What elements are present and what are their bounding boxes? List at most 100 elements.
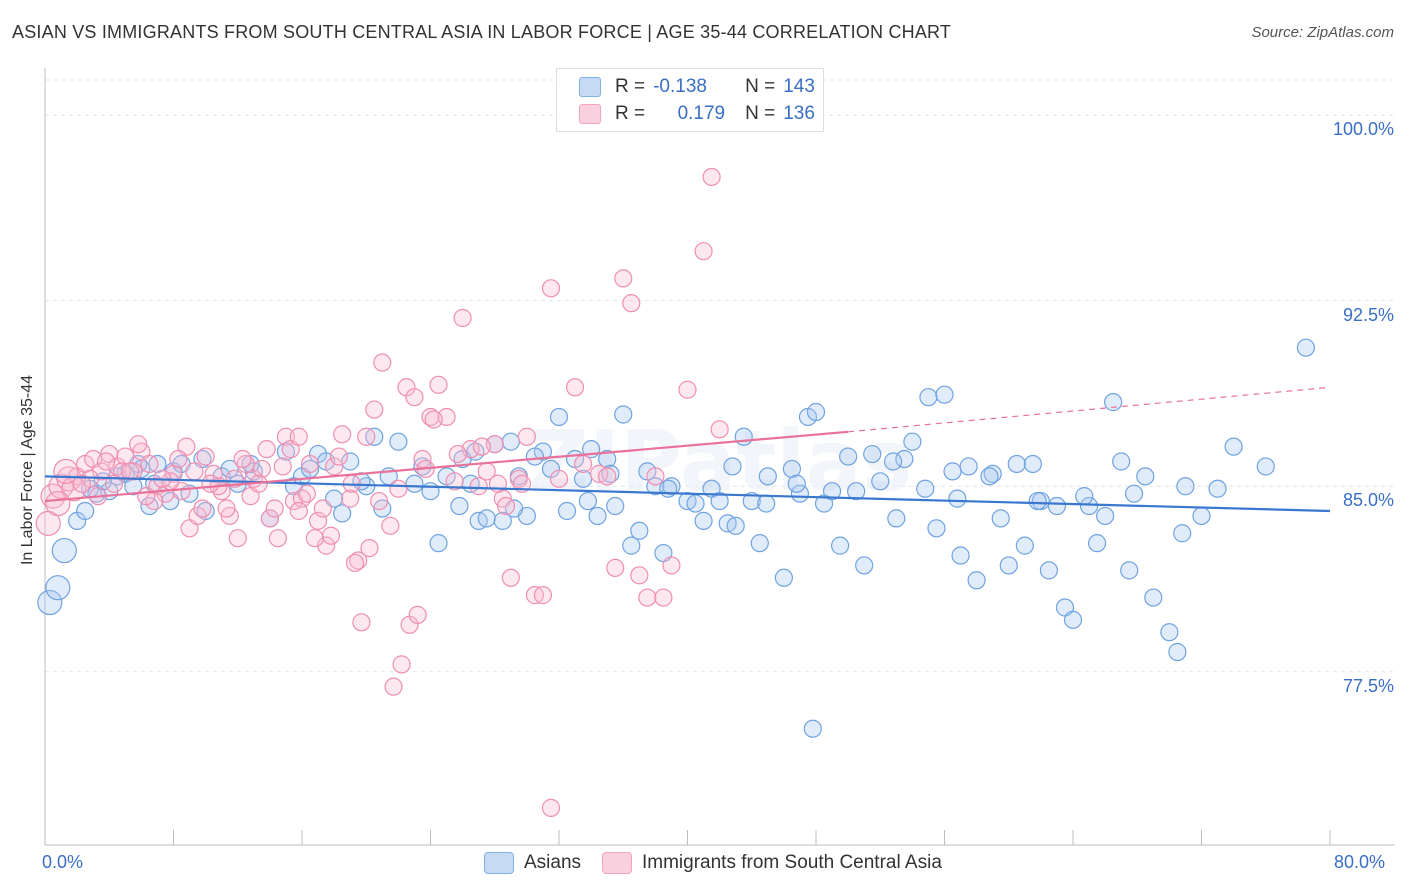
immigrants-point xyxy=(121,462,140,481)
asians-point xyxy=(895,449,914,469)
immigrants-point xyxy=(45,490,71,517)
immigrants-point xyxy=(517,427,536,446)
immigrants-point xyxy=(678,380,697,399)
asians-point xyxy=(1192,506,1211,526)
immigrants-point xyxy=(360,538,379,558)
asians-point xyxy=(477,509,496,528)
asians-point xyxy=(333,504,352,523)
asians-point xyxy=(999,556,1018,575)
asians-point xyxy=(983,464,1002,483)
asians-point xyxy=(1160,623,1179,642)
immigrants-point xyxy=(316,536,336,555)
asians-point xyxy=(51,537,77,564)
asians-point xyxy=(450,496,469,516)
asians-point xyxy=(694,511,713,530)
immigrants-point xyxy=(341,489,360,508)
legend-n-label: N = xyxy=(745,103,776,124)
immigrants-point xyxy=(129,435,148,454)
asians-point xyxy=(429,534,448,553)
asians-point xyxy=(757,494,776,513)
x-tick-label-min: 0.0% xyxy=(42,852,84,872)
asians-point xyxy=(493,511,512,530)
y-tick-label: 77.5% xyxy=(1342,675,1394,696)
immigrants-point xyxy=(606,558,625,577)
legend-r-value: 0.179 xyxy=(677,103,726,124)
asians-point xyxy=(1007,454,1026,474)
legend-n-value: 136 xyxy=(783,103,815,124)
immigrants-point xyxy=(421,407,440,427)
asians-point xyxy=(758,467,777,486)
immigrants-point xyxy=(694,242,713,261)
asians-point xyxy=(1096,506,1115,526)
asians-point xyxy=(822,482,842,501)
asians-point xyxy=(1208,479,1227,498)
immigrants-point xyxy=(614,269,633,288)
immigrants-point xyxy=(509,469,528,488)
asians-point xyxy=(413,457,432,476)
y-tick-label: 92.5% xyxy=(1342,304,1394,325)
immigrants-point xyxy=(268,529,288,548)
legend-item-asians[interactable]: Asians xyxy=(484,852,581,874)
immigrants-point xyxy=(702,167,721,187)
immigrants-point xyxy=(549,469,569,488)
immigrants-point xyxy=(384,677,403,696)
legend-r-label: R = xyxy=(615,76,646,97)
immigrants-point xyxy=(533,586,553,605)
asians-point xyxy=(726,516,745,535)
trend-lines xyxy=(44,386,1331,513)
asians-swatch xyxy=(484,852,514,874)
immigrants-point xyxy=(501,568,520,587)
asians-point xyxy=(45,575,71,601)
asians-point xyxy=(1144,588,1163,607)
asians-point xyxy=(967,571,986,590)
immigrants-point xyxy=(405,388,424,407)
legend-r-value: -0.138 xyxy=(653,76,707,97)
asians-point xyxy=(806,402,826,422)
immigrants-point xyxy=(289,501,308,521)
axes xyxy=(44,68,1395,846)
immigrants-point xyxy=(429,375,448,394)
asians-point xyxy=(1075,487,1094,506)
immigrants-point xyxy=(72,474,92,493)
immigrants-point xyxy=(448,444,467,464)
asians-point xyxy=(750,534,769,553)
immigrants-point xyxy=(424,410,443,429)
legend-label-immigrants: Immigrants from South Central Asia xyxy=(642,852,942,873)
asians-point xyxy=(1176,477,1195,496)
asians-point xyxy=(549,407,569,427)
immigrants-trend-extension xyxy=(848,386,1331,433)
series-legend: Asians Immigrants from South Central Asi… xyxy=(0,852,1406,878)
asians-point xyxy=(774,568,793,587)
asians-point xyxy=(578,491,598,511)
immigrants-point xyxy=(352,613,371,632)
immigrants-point xyxy=(365,400,384,419)
grid-lines xyxy=(45,79,1395,673)
immigrants-point xyxy=(140,454,159,474)
y-tick-label: 100.0% xyxy=(1332,119,1394,140)
asians-point xyxy=(734,427,753,446)
legend-row-asians: R = -0.138 N = 143 xyxy=(579,75,815,99)
immigrants-point xyxy=(265,499,284,518)
asians-point xyxy=(847,482,866,501)
legend-n-value: 143 xyxy=(783,76,815,97)
immigrants-point xyxy=(392,655,411,674)
asians-point xyxy=(710,491,729,511)
source-label: Source: ZipAtlas.com xyxy=(1251,24,1394,41)
immigrants-point xyxy=(137,487,156,506)
immigrants-point xyxy=(217,499,236,518)
asians-point xyxy=(1028,491,1047,511)
immigrants-point xyxy=(169,449,188,469)
asians-point xyxy=(790,484,810,503)
asians-point xyxy=(887,509,906,528)
immigrants-point xyxy=(225,469,244,488)
immigrants-point xyxy=(252,459,271,479)
immigrants-point xyxy=(305,529,324,548)
asians-point xyxy=(1104,393,1123,412)
immigrants-point xyxy=(408,605,427,625)
legend-label-asians: Asians xyxy=(524,852,582,873)
legend-item-immigrants[interactable]: Immigrants from South Central Asia xyxy=(602,852,942,874)
legend-r-label: R = xyxy=(615,103,646,124)
immigrants-point xyxy=(273,457,292,476)
immigrants-point xyxy=(654,588,673,607)
